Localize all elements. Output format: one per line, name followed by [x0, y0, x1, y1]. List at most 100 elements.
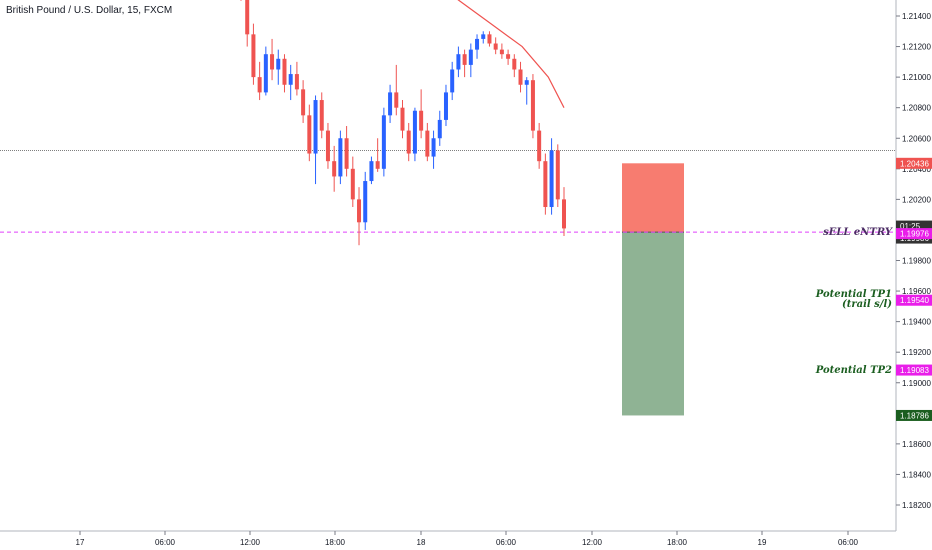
y-tick-label: 1.18600: [902, 440, 931, 449]
price-tag-label: 1.19083: [900, 366, 929, 375]
price-tag-label: 1.19540: [900, 296, 929, 305]
candle-body: [282, 58, 287, 85]
take-profit-zone[interactable]: [622, 232, 684, 416]
candles: [240, 0, 566, 246]
candle-body: [456, 54, 461, 70]
candle-body: [419, 110, 424, 131]
annotation-text: (trail s/l): [842, 299, 892, 310]
candle-body: [350, 168, 355, 200]
x-tick-label: 12:00: [240, 538, 261, 547]
y-tick-label: 1.21400: [902, 12, 931, 21]
candle-body: [294, 74, 299, 90]
candle-body: [307, 115, 312, 154]
y-tick-label: 1.19800: [902, 257, 931, 266]
y-tick-label: 1.19400: [902, 318, 931, 327]
price-axis[interactable]: 1.182001.184001.186001.188001.190001.192…: [895, 0, 931, 531]
y-tick-label: 1.19200: [902, 348, 931, 357]
price-tags: 1.2043601:251.199861.199761.195401.19083…: [896, 157, 932, 421]
candle-body: [493, 43, 498, 50]
x-tick-label: 17: [76, 538, 85, 547]
candle-body: [357, 199, 362, 223]
candle-body: [555, 150, 560, 200]
y-tick-label: 1.20200: [902, 195, 931, 204]
candle-body: [332, 161, 337, 177]
candle-body: [450, 69, 455, 93]
candle-body: [344, 138, 349, 169]
time-axis[interactable]: 17 06:00 12:00 18:00 18 06:00 12:00 18:00 19 06:0…: [0, 530, 896, 547]
candle-body: [319, 100, 324, 131]
candle-body: [443, 92, 448, 120]
x-tick-label: 06:00: [838, 538, 859, 547]
candle-body: [425, 130, 430, 157]
candle-body: [276, 58, 281, 70]
chart-title: British Pound / U.S. Dollar, 15, FXCM: [6, 5, 173, 16]
candle-body: [462, 54, 467, 65]
price-tag: [896, 409, 932, 421]
candle-body: [518, 69, 523, 85]
candle-body: [288, 74, 293, 85]
candle-body: [375, 161, 380, 169]
y-tick-label: 1.21200: [902, 43, 931, 52]
candle-body: [499, 49, 504, 55]
candle-body: [506, 54, 511, 59]
x-tick-label: 18:00: [325, 538, 346, 547]
candle-body: [363, 181, 368, 223]
candle-body: [562, 199, 566, 229]
candle-body: [475, 38, 480, 50]
candle-body: [431, 138, 436, 157]
y-tick-label: 1.20800: [902, 104, 931, 113]
candle-body: [487, 34, 492, 44]
candle-body: [543, 161, 548, 208]
candle-body: [537, 130, 542, 162]
candle-body: [549, 150, 554, 208]
stop-loss-zone[interactable]: [622, 163, 684, 233]
price-tag: [896, 294, 932, 306]
candle-body: [257, 77, 262, 93]
y-tick-label: 1.18400: [902, 470, 931, 479]
candle-body: [388, 92, 393, 116]
x-tick-label: 12:00: [582, 538, 603, 547]
candle-body: [400, 107, 405, 131]
x-tick-label: 18: [417, 538, 426, 547]
price-tag-label: 1.19976: [900, 230, 929, 239]
annotations: sELL eNTRY Potential TP1(trail s/l) Potent…: [815, 227, 893, 376]
x-tick-label: 06:00: [496, 538, 517, 547]
y-tick-label: 1.20600: [902, 134, 931, 143]
price-tag: [896, 220, 932, 232]
candle-body: [468, 49, 473, 65]
candle-body: [437, 119, 442, 139]
x-tick-label: 06:00: [155, 538, 176, 547]
candle-body: [263, 54, 268, 93]
annotation-text: sELL eNTRY: [823, 227, 893, 238]
price-tag-label: 01:25: [900, 222, 921, 231]
candle-body: [313, 100, 318, 154]
ma-line: [457, 0, 565, 108]
annotation-text: Potential TP1: [815, 289, 892, 300]
candle-body: [512, 58, 517, 70]
candle-body: [369, 161, 374, 182]
x-tick-label: 19: [758, 538, 767, 547]
candle-body: [406, 130, 411, 154]
candle-body: [338, 138, 343, 177]
price-lines: [0, 150, 896, 233]
candle-body: [270, 54, 275, 70]
y-tick-label: 1.18200: [902, 501, 931, 510]
candle-body: [381, 115, 386, 169]
position-zones[interactable]: [622, 163, 684, 416]
candle-body: [481, 34, 486, 39]
candle-body: [245, 0, 250, 35]
price-tag: [896, 157, 932, 169]
y-tick-label: 1.19000: [902, 379, 931, 388]
annotation-text: Potential TP2: [815, 365, 892, 376]
candle-body: [524, 80, 529, 85]
candle-body: [251, 34, 256, 78]
x-tick-label: 18:00: [667, 538, 688, 547]
price-tag: [896, 228, 932, 240]
moving-average: [457, 0, 565, 108]
price-tag: [896, 364, 932, 376]
candle-body: [530, 80, 535, 131]
candle-body: [412, 110, 417, 154]
y-tick-label: 1.19600: [902, 287, 931, 296]
y-tick-label: 1.20400: [902, 165, 931, 174]
